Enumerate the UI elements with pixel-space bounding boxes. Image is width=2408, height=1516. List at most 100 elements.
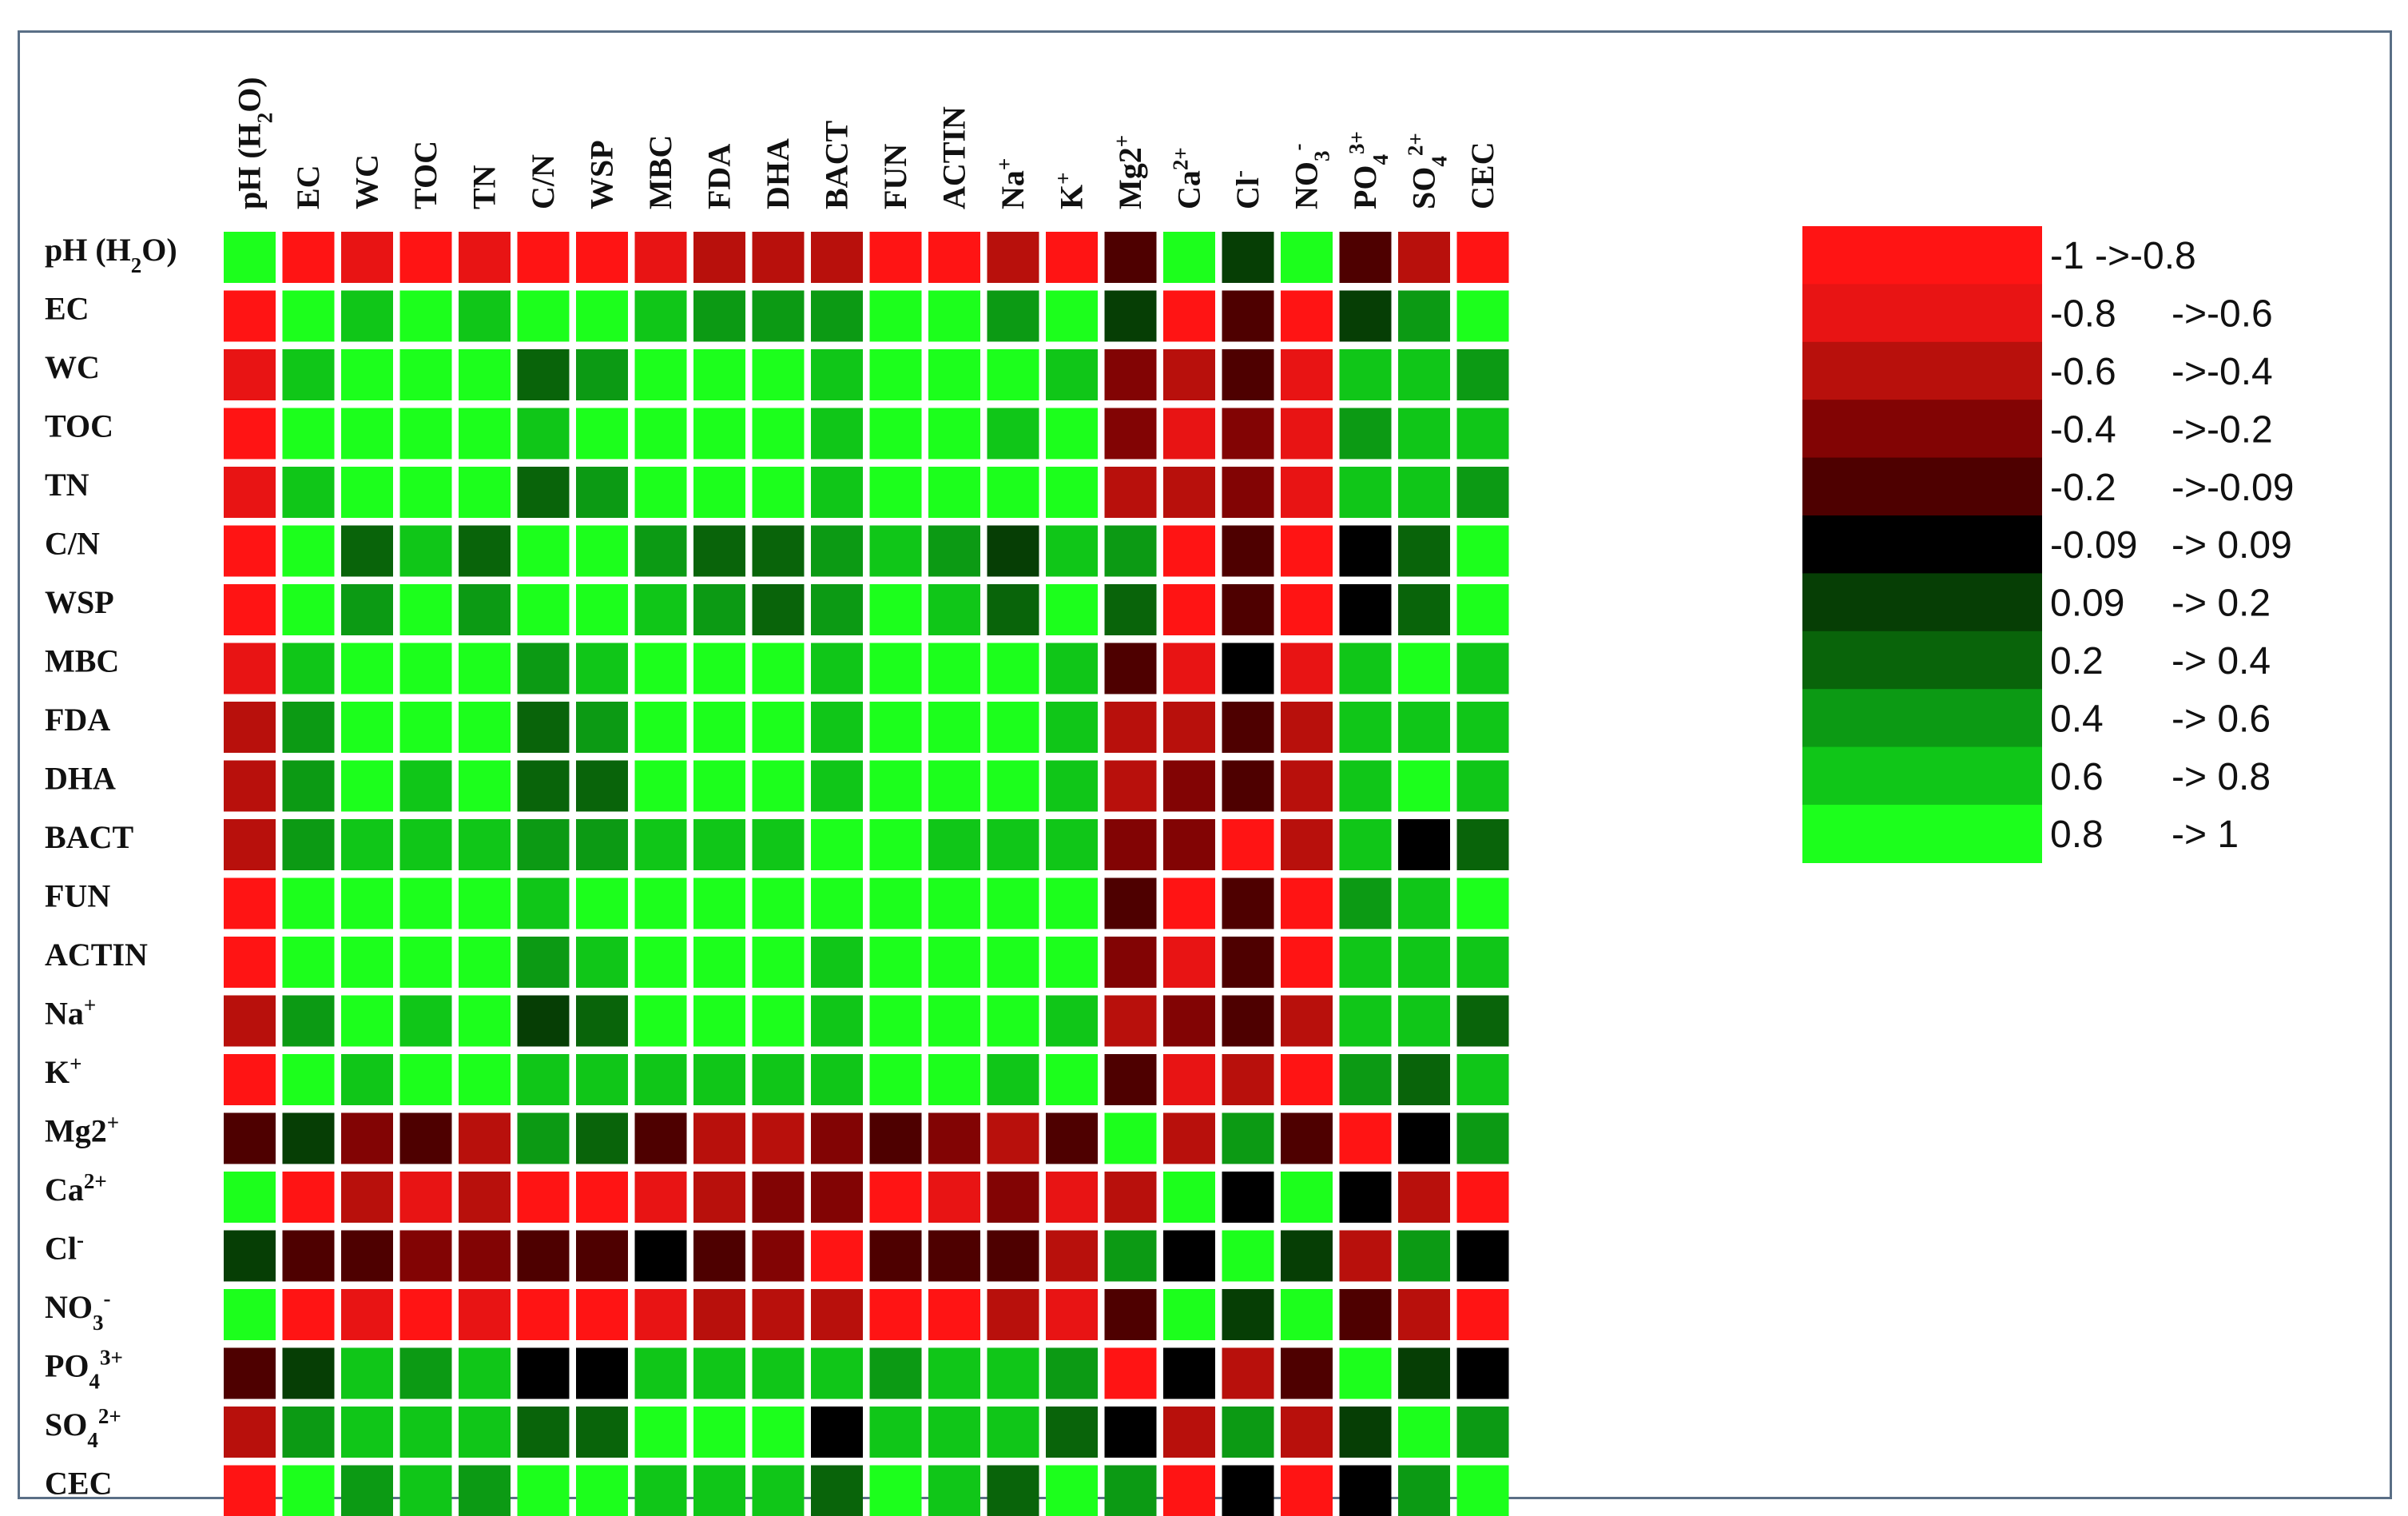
heatmap-cell-cl-bact [811, 1230, 863, 1282]
legend-label-7: 0.2 [2050, 640, 2104, 682]
heatmap-cell-fda-no3 [1281, 702, 1333, 753]
heatmap-cell-mg2-fun [869, 1112, 922, 1164]
column-label-actin: ACTIN [936, 106, 972, 209]
row-label-fda: FDA [45, 702, 110, 738]
heatmap-cell-fun-wc [341, 877, 393, 929]
heatmap-cell-fda-cl [1222, 702, 1274, 753]
heatmap-cell-na-dha [752, 995, 805, 1047]
heatmap-cell-k-actin [928, 1054, 980, 1105]
heatmap-cell-so42-c-n [517, 1407, 570, 1458]
heatmap-cell-fda-na [987, 702, 1039, 753]
heatmap-cell-po43-mg2 [1104, 1347, 1157, 1399]
heatmap-cell-ca2-mg2 [1104, 1172, 1157, 1223]
heatmap-cell-c-n-po43 [1339, 525, 1392, 577]
heatmap-cell-fun-no3 [1281, 877, 1333, 929]
column-label-tn: TN [467, 165, 503, 209]
heatmap-cell-cec-fun [869, 1465, 922, 1516]
heatmap-cell-na-so42 [1398, 995, 1450, 1047]
heatmap-cell-ec-toc [399, 290, 452, 342]
heatmap-cell-toc-cl [1222, 408, 1274, 460]
heatmap-cell-no3-actin [928, 1289, 980, 1340]
heatmap-cell-tn-actin [928, 467, 980, 518]
heatmap-cell-fun-k [1046, 877, 1098, 929]
heatmap-cell-ec-so42 [1398, 290, 1450, 342]
legend-range-2: ->-0.4 [2172, 351, 2273, 393]
heatmap-cell-k-na [987, 1054, 1039, 1105]
heatmap-cell-bact-bact [811, 819, 863, 870]
heatmap-cell-dha-actin [928, 760, 980, 812]
heatmap-cell-fda-ph-h2o [224, 702, 276, 753]
heatmap-cell-fda-po43 [1339, 702, 1392, 753]
row-label-ca2: Ca2+ [45, 1169, 107, 1208]
heatmap-cell-k-po43 [1339, 1054, 1392, 1105]
column-label-po43: PO43+ [1345, 131, 1393, 209]
heatmap-cell-k-tn [459, 1054, 511, 1105]
heatmap-cell-k-ec [282, 1054, 335, 1105]
heatmap-cell-fda-ca2 [1163, 702, 1215, 753]
heatmap-cell-cec-tn [459, 1465, 511, 1516]
heatmap-cell-na-no3 [1281, 995, 1333, 1047]
heatmap-cell-po43-fda [693, 1347, 745, 1399]
heatmap-cell-fun-cl [1222, 877, 1274, 929]
heatmap-cell-ph-h2o-ec [282, 232, 335, 283]
heatmap-cell-tn-cec [1456, 467, 1509, 518]
heatmap-cell-bact-tn [459, 819, 511, 870]
column-label-na: Na+ [992, 158, 1031, 209]
heatmap-cell-wsp-dha [752, 584, 805, 635]
heatmap-cell-toc-po43 [1339, 408, 1392, 460]
heatmap-cell-k-toc [399, 1054, 452, 1105]
heatmap-cell-bact-fun [869, 819, 922, 870]
legend-label-1: -0.8 [2050, 293, 2116, 336]
heatmap-cell-tn-cl [1222, 467, 1274, 518]
heatmap-cell-c-n-cl [1222, 525, 1274, 577]
column-label-cl: Cl- [1227, 170, 1266, 209]
heatmap-cell-fda-fun [869, 702, 922, 753]
heatmap-cell-tn-so42 [1398, 467, 1450, 518]
heatmap-cell-so42-cl [1222, 1407, 1274, 1458]
heatmap-cell-wc-so42 [1398, 349, 1450, 400]
heatmap-cell-toc-bact [811, 408, 863, 460]
heatmap-cell-actin-dha [752, 937, 805, 988]
heatmap-cell-k-wc [341, 1054, 393, 1105]
heatmap-cell-ca2-so42 [1398, 1172, 1450, 1223]
column-label-mg2: Mg2+ [1110, 135, 1148, 209]
heatmap-cell-cec-no3 [1281, 1465, 1333, 1516]
heatmap-cell-dha-ph-h2o [224, 760, 276, 812]
heatmap-cell-mbc-ph-h2o [224, 643, 276, 694]
legend-label-2: -0.6 [2050, 351, 2116, 393]
heatmap-cell-mg2-no3 [1281, 1112, 1333, 1164]
heatmap-cell-c-n-cec [1456, 525, 1509, 577]
legend-label-4: -0.2 [2050, 467, 2116, 509]
heatmap-cell-cec-ph-h2o [224, 1465, 276, 1516]
heatmap-cell-no3-k [1046, 1289, 1098, 1340]
heatmap-cell-fun-cec [1456, 877, 1509, 929]
heatmap-cell-so42-cec [1456, 1407, 1509, 1458]
heatmap-cell-mg2-so42 [1398, 1112, 1450, 1164]
heatmap-cell-ph-h2o-wsp [576, 232, 628, 283]
heatmap-cell-k-ph-h2o [224, 1054, 276, 1105]
heatmap-cell-po43-toc [399, 1347, 452, 1399]
heatmap-cell-no3-tn [459, 1289, 511, 1340]
legend-range-8: -> 0.6 [2172, 698, 2271, 740]
heatmap-cell-mg2-mg2 [1104, 1112, 1157, 1164]
heatmap-cell-actin-fda [693, 937, 745, 988]
heatmap-cell-ca2-k [1046, 1172, 1098, 1223]
heatmap-cell-ca2-mbc [634, 1172, 687, 1223]
heatmap-cell-mbc-ec [282, 643, 335, 694]
heatmap-cell-dha-ca2 [1163, 760, 1215, 812]
heatmap-cell-na-cec [1456, 995, 1509, 1047]
heatmap-cell-toc-fda [693, 408, 745, 460]
heatmap-cell-tn-tn [459, 467, 511, 518]
row-label-tn: TN [45, 467, 89, 503]
heatmap-cell-toc-wsp [576, 408, 628, 460]
heatmap-cell-k-mg2 [1104, 1054, 1157, 1105]
heatmap-cell-toc-ca2 [1163, 408, 1215, 460]
heatmap-cell-no3-fda [693, 1289, 745, 1340]
heatmap-cell-no3-ca2 [1163, 1289, 1215, 1340]
heatmap-cell-wc-actin [928, 349, 980, 400]
heatmap-cell-mbc-mg2 [1104, 643, 1157, 694]
row-label-fun: FUN [45, 878, 110, 914]
heatmap-cell-wsp-no3 [1281, 584, 1333, 635]
heatmap-cell-tn-wsp [576, 467, 628, 518]
heatmap-cell-mbc-so42 [1398, 643, 1450, 694]
